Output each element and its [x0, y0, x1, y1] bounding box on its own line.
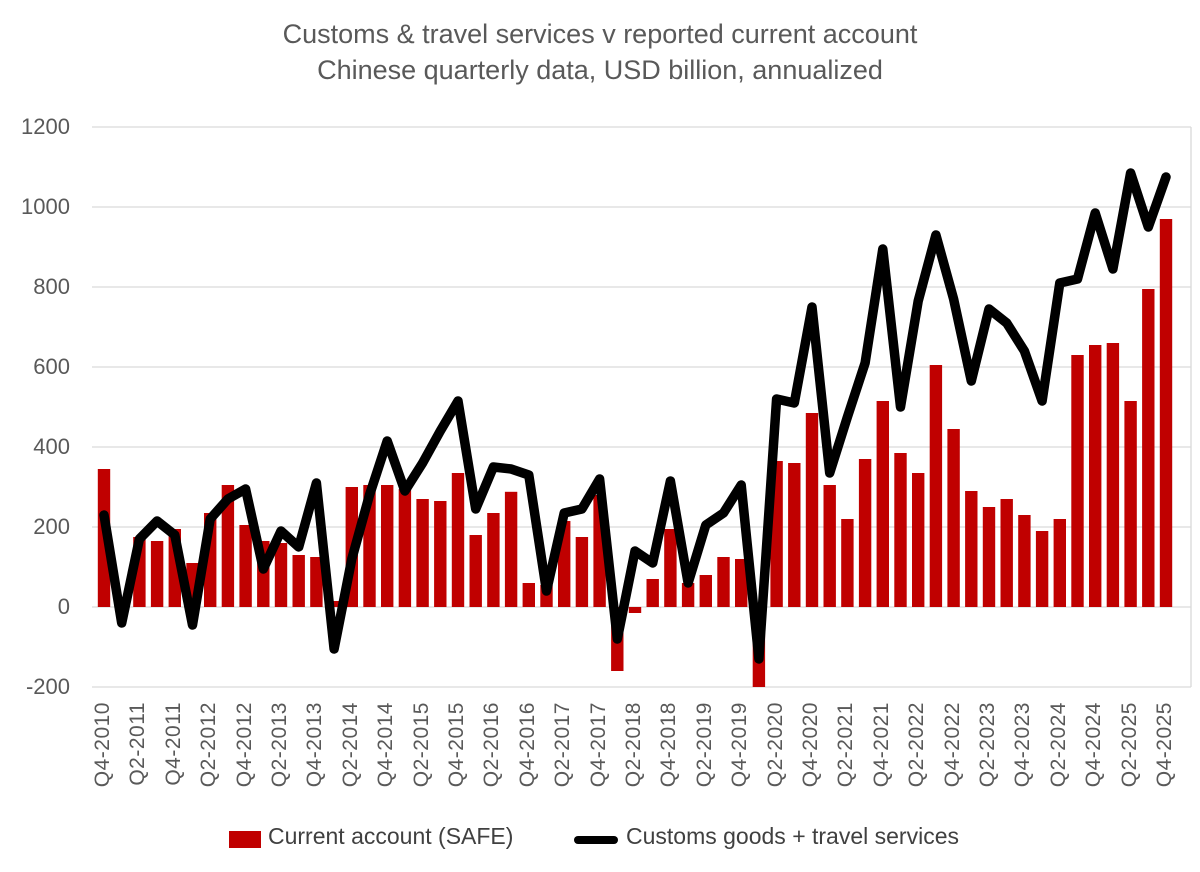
bar-Q4-2025 — [1159, 219, 1173, 607]
x-tick-Q2-2012: Q2-2012 — [197, 702, 221, 788]
y-tick-800: 800 — [33, 274, 70, 299]
bar-Q4-2013 — [310, 557, 323, 607]
x-tick-Q4-2023: Q4-2023 — [1011, 702, 1035, 788]
bar-Q2-2015 — [416, 499, 429, 607]
bar-Q1-2015 — [398, 489, 412, 607]
bar-Q2-2022 — [912, 473, 925, 607]
x-tick-Q2-2022: Q2-2022 — [905, 702, 929, 788]
plot-area — [92, 126, 1192, 688]
bar-Q4-2019 — [735, 559, 748, 607]
bar-Q4-2024 — [1089, 345, 1102, 607]
x-tick-Q4-2021: Q4-2021 — [869, 702, 893, 788]
chart-subtitle: Chinese quarterly data, USD billion, ann… — [317, 55, 883, 85]
x-tick-Q2-2017: Q2-2017 — [551, 702, 575, 788]
bar-Q4-2016 — [522, 583, 535, 607]
y-tick-1000: 1000 — [21, 194, 70, 219]
x-tick-Q2-2024: Q2-2024 — [1046, 702, 1070, 788]
bar-Q1-2022 — [894, 453, 907, 607]
y-tick-200: 200 — [33, 514, 70, 539]
x-tick-Q4-2016: Q4-2016 — [515, 702, 539, 788]
chart-title-block: Customs & travel services v reported cur… — [0, 16, 1200, 88]
x-tick-Q2-2019: Q2-2019 — [692, 702, 716, 788]
bar-Q3-2021 — [858, 459, 872, 607]
bar-Q4-2014 — [381, 485, 394, 607]
legend-bar-swatch — [229, 831, 261, 848]
bar-Q3-2011 — [150, 541, 164, 607]
bar-Q1-2023 — [965, 491, 978, 607]
bar-Q4-2022 — [947, 429, 960, 607]
bar-Q4-2015 — [451, 473, 465, 607]
y-tick-600: 600 — [33, 354, 70, 379]
bar-Q2-2018 — [628, 607, 642, 613]
bar-Q2-2013 — [274, 543, 288, 607]
bar-Q4-2020 — [805, 413, 819, 607]
bar-Q2-2023 — [982, 507, 996, 607]
x-tick-Q4-2022: Q4-2022 — [940, 702, 964, 788]
bar-Q3-2012 — [221, 485, 235, 607]
bar-Q3-2024 — [1071, 355, 1084, 607]
x-tick-Q4-2011: Q4-2011 — [161, 702, 185, 786]
x-tick-Q2-2025: Q2-2025 — [1117, 702, 1141, 788]
legend: Current account (SAFE) Customs goods + t… — [0, 820, 1200, 860]
bar-Q3-2013 — [292, 555, 305, 607]
x-tick-Q2-2014: Q2-2014 — [338, 702, 362, 788]
x-tick-Q4-2017: Q4-2017 — [586, 702, 610, 788]
bar-Q1-2024 — [1035, 531, 1049, 607]
bar-Q2-2025 — [1124, 401, 1137, 607]
bar-Q2-2019 — [699, 575, 712, 607]
bar-Q1-2021 — [823, 485, 836, 607]
x-tick-Q2-2021: Q2-2021 — [834, 702, 858, 788]
chart-title: Customs & travel services v reported cur… — [282, 19, 918, 49]
bar-Q4-2023 — [1018, 515, 1031, 607]
legend-bar-label: Current account (SAFE) — [268, 823, 514, 849]
x-tick-Q2-2023: Q2-2023 — [976, 702, 999, 788]
x-tick-Q2-2011: Q2-2011 — [126, 702, 150, 786]
bar-Q1-2019 — [681, 583, 695, 607]
bar-Q2-2016 — [487, 513, 500, 607]
line-customs-goods-travel-services — [99, 168, 1171, 664]
x-tick-Q4-2024: Q4-2024 — [1082, 702, 1106, 788]
x-tick-Q2-2016: Q2-2016 — [480, 702, 504, 788]
y-tick--200: -200 — [25, 674, 70, 699]
y-tick-0: 0 — [57, 594, 70, 619]
x-tick-Q2-2013: Q2-2013 — [268, 702, 291, 788]
bar-Q4-2012 — [239, 525, 252, 607]
legend-line-label: Customs goods + travel services — [626, 823, 959, 849]
x-tick-Q4-2020: Q4-2020 — [799, 702, 822, 788]
x-tick-Q4-2010: Q4-2010 — [91, 702, 114, 788]
x-tick-Q2-2015: Q2-2015 — [409, 702, 433, 788]
x-tick-Q2-2018: Q2-2018 — [622, 702, 645, 788]
x-tick-Q4-2015: Q4-2015 — [445, 702, 468, 788]
bar-Q3-2023 — [1000, 499, 1013, 607]
x-tick-Q2-2020: Q2-2020 — [763, 702, 787, 788]
bar-Q3-2022 — [929, 365, 943, 607]
x-tick-Q4-2013: Q4-2013 — [303, 702, 327, 788]
bar-Q4-2018 — [664, 529, 677, 607]
legend-line-swatch — [574, 836, 618, 844]
y-tick-400: 400 — [33, 434, 70, 459]
bar-Q3-2015 — [434, 501, 447, 607]
bar-Q2-2024 — [1053, 519, 1066, 607]
y-tick-1200: 1200 — [21, 114, 70, 139]
bar-Q3-2025 — [1142, 289, 1155, 607]
bar-Q4-2021 — [876, 401, 889, 607]
bar-Q1-2025 — [1106, 343, 1120, 607]
bar-Q2-2021 — [841, 519, 854, 607]
bar-Q1-2014 — [327, 601, 341, 607]
x-tick-Q4-2019: Q4-2019 — [728, 702, 752, 788]
bar-Q3-2017 — [575, 537, 589, 607]
bar-Q3-2020 — [788, 463, 801, 607]
x-tick-Q4-2025: Q4-2025 — [1153, 702, 1176, 788]
x-tick-Q4-2018: Q4-2018 — [657, 702, 681, 788]
x-tick-Q4-2012: Q4-2012 — [232, 702, 256, 788]
bar-Q3-2018 — [646, 579, 659, 607]
x-tick-Q4-2014: Q4-2014 — [374, 702, 398, 788]
bar-Q1-2016 — [469, 535, 482, 607]
bar-Q3-2016 — [504, 491, 518, 607]
bar-Q3-2019 — [717, 557, 730, 607]
